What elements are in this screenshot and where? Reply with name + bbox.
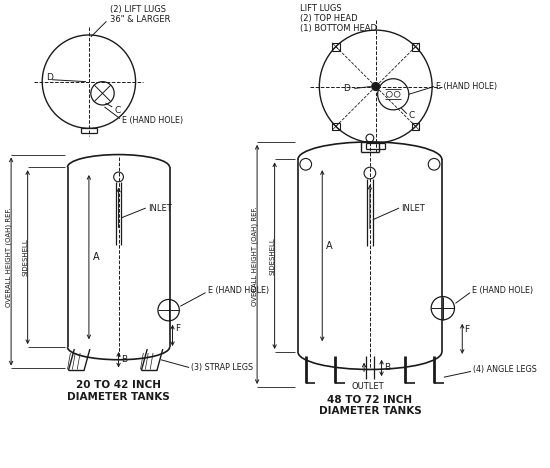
Text: (3) STRAP LEGS: (3) STRAP LEGS <box>191 363 253 372</box>
Text: 36" & LARGER: 36" & LARGER <box>111 15 170 24</box>
Text: OUTLET: OUTLET <box>351 382 384 391</box>
Text: (4) ANGLE LEGS: (4) ANGLE LEGS <box>473 365 537 374</box>
Bar <box>412 123 420 130</box>
Text: LIFT LUGS: LIFT LUGS <box>300 4 342 13</box>
Circle shape <box>372 83 379 90</box>
Text: F: F <box>175 324 180 333</box>
Text: 20 TO 42 INCH
DIAMETER TANKS: 20 TO 42 INCH DIAMETER TANKS <box>67 380 170 402</box>
Bar <box>332 123 340 130</box>
Bar <box>412 43 420 51</box>
Text: 48 TO 72 INCH
DIAMETER TANKS: 48 TO 72 INCH DIAMETER TANKS <box>318 395 421 416</box>
Text: INLET: INLET <box>401 204 425 212</box>
Text: E (HAND HOLE): E (HAND HOLE) <box>436 82 497 91</box>
Text: SIDESHELL: SIDESHELL <box>270 237 276 275</box>
Text: B: B <box>122 355 128 364</box>
Text: SIDESHELL: SIDESHELL <box>23 238 29 276</box>
Text: D: D <box>344 84 350 93</box>
Text: D: D <box>46 73 53 82</box>
Text: (2) TOP HEAD: (2) TOP HEAD <box>300 14 358 23</box>
Text: OVERALL HEIGHT (OAH) REF.: OVERALL HEIGHT (OAH) REF. <box>6 207 13 307</box>
Bar <box>332 43 340 51</box>
Text: C: C <box>409 111 415 120</box>
Text: (1) BOTTOM HEAD: (1) BOTTOM HEAD <box>300 24 377 33</box>
Text: E (HAND HOLE): E (HAND HOLE) <box>122 116 183 125</box>
Text: A: A <box>93 252 100 262</box>
Text: F: F <box>464 325 469 334</box>
Text: E (HAND HOLE): E (HAND HOLE) <box>472 286 533 295</box>
Text: B: B <box>384 364 390 373</box>
Text: E (HAND HOLE): E (HAND HOLE) <box>207 286 268 295</box>
Text: (2) LIFT LUGS: (2) LIFT LUGS <box>111 5 166 14</box>
Text: C: C <box>114 106 120 115</box>
Text: INLET: INLET <box>148 204 172 212</box>
Text: OVERALL HEIGHT (OAH) REF.: OVERALL HEIGHT (OAH) REF. <box>252 206 258 306</box>
Text: A: A <box>326 241 333 251</box>
